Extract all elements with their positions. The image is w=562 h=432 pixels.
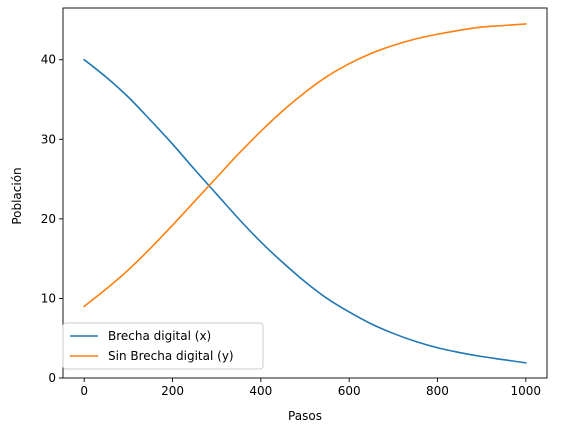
plot-area: [83, 23, 527, 364]
legend-label-sin-brecha-digital: Sin Brecha digital (y): [108, 349, 234, 363]
y-axis-label: Población: [10, 167, 24, 224]
legend-box: [62, 322, 264, 370]
y-tick-label: 30: [41, 132, 56, 146]
series-line-brecha-digital: [83, 58, 527, 364]
y-tick-label: 20: [41, 212, 56, 226]
x-axis-label: Pasos: [288, 409, 322, 423]
x-tick-label: 400: [249, 384, 272, 398]
y-tick-label: 0: [48, 371, 56, 385]
x-tick-label: 0: [80, 384, 88, 398]
x-tick-label: 1000: [511, 384, 542, 398]
axes: 0 200 400 600 800 1000 0 10 20 30 40: [41, 7, 548, 398]
x-tick-label: 200: [161, 384, 184, 398]
y-tick-label: 10: [41, 291, 56, 305]
plot-frame: [62, 7, 548, 379]
series-line-sin-brecha-digital: [83, 23, 527, 308]
y-tick-label: 40: [41, 53, 56, 67]
x-tick-label: 600: [338, 384, 361, 398]
legend: Brecha digital (x) Sin Brecha digital (y…: [62, 322, 264, 370]
legend-label-brecha-digital: Brecha digital (x): [108, 329, 211, 343]
x-tick-label: 800: [426, 384, 449, 398]
